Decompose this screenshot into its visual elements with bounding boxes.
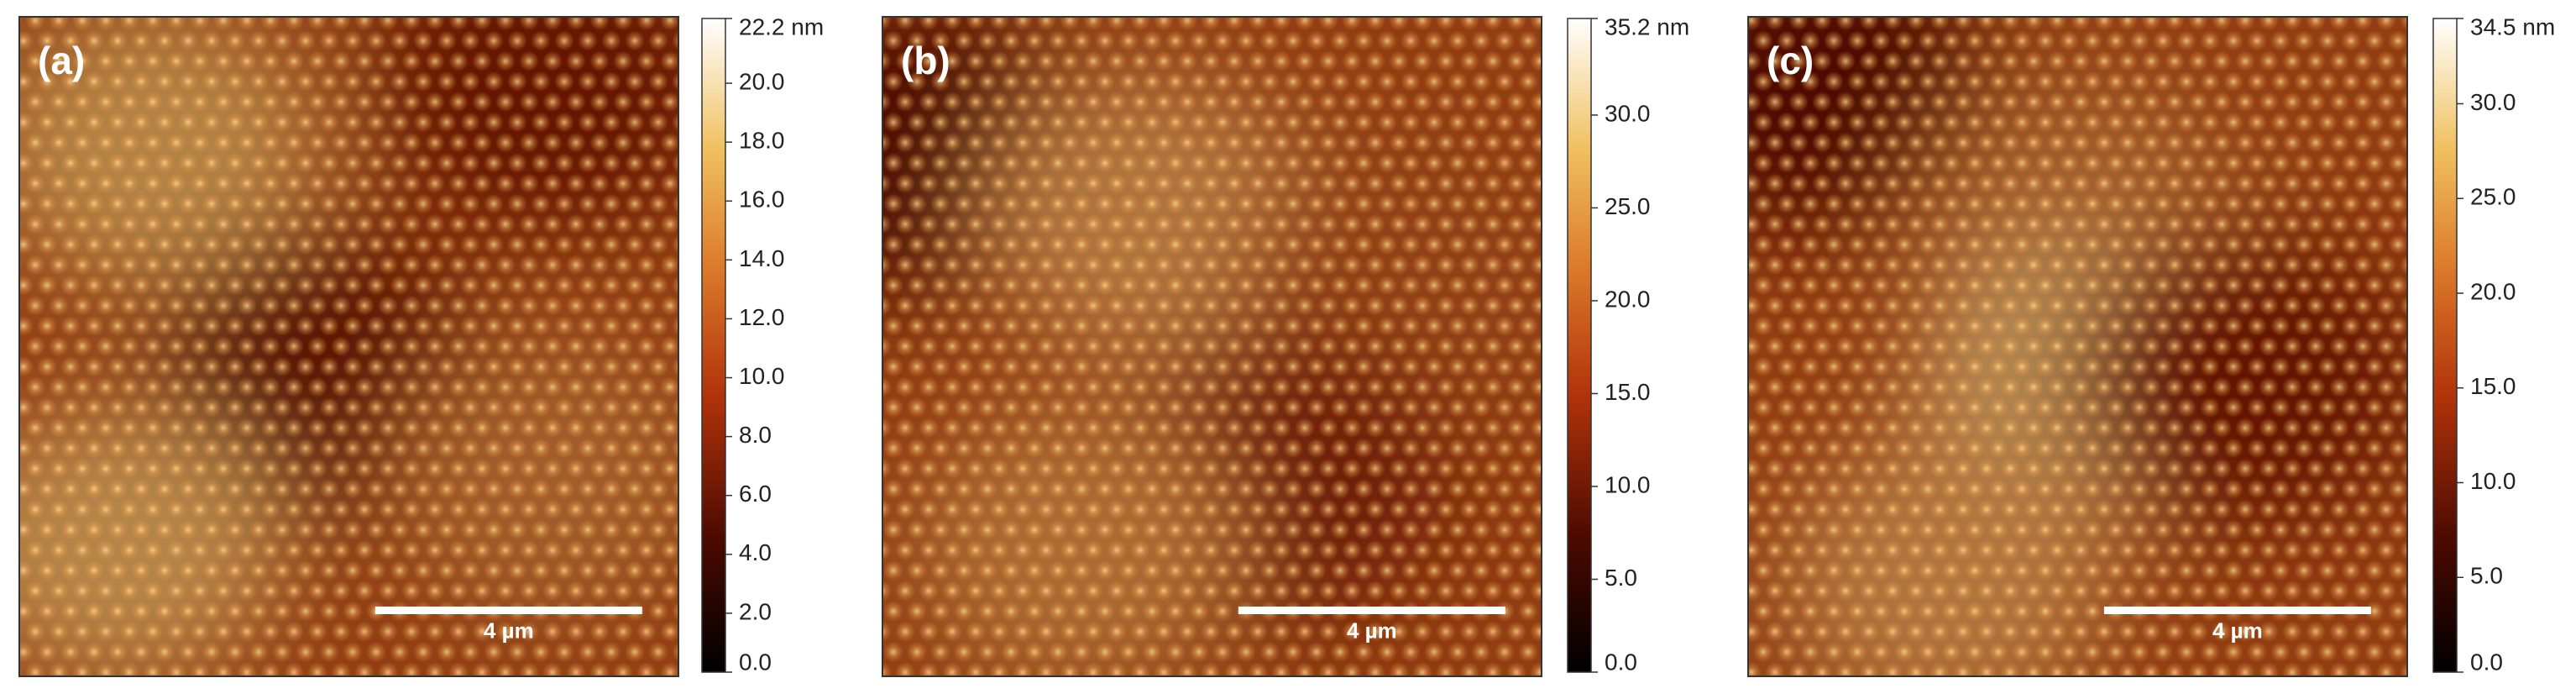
afm-panel: (c) 4 µm 0.0 5.0 10.0 15.0 20.0 25.0 30.0 34.5 nm bbox=[1747, 13, 2555, 677]
colorbar-tick-label: 15.0 bbox=[1605, 379, 1651, 405]
particle-texture bbox=[1748, 17, 2407, 676]
colorbar-tick-label: 10.0 bbox=[1605, 471, 1651, 497]
colorbar-tick-label: 22.2 nm bbox=[739, 13, 824, 39]
colorbar-tick-label: 0.0 bbox=[1605, 649, 1637, 675]
colorbar-tick-label: 30.0 bbox=[2470, 89, 2516, 115]
colorbar-tick-label: 20.0 bbox=[2470, 278, 2516, 304]
colorbar-tick-label: 6.0 bbox=[739, 481, 772, 507]
afm-panel: (a) 4 µm 0.0 2.0 4.0 6.0 8.0 10.0 12.0 14.0 16.0 18… bbox=[18, 13, 824, 677]
panel-label: (c) bbox=[1767, 39, 1814, 82]
colorbar-tick-label: 15.0 bbox=[2470, 373, 2516, 399]
panel-label: (b) bbox=[901, 39, 950, 82]
scale-bar-label: 4 µm bbox=[1347, 618, 1397, 643]
colorbar-tick-label: 18.0 bbox=[739, 128, 785, 154]
colorbar-tick-label: 5.0 bbox=[2470, 563, 2503, 589]
colorbar-tick-label: 8.0 bbox=[739, 422, 772, 448]
colorbar bbox=[2432, 18, 2458, 673]
colorbar-tick-label: 14.0 bbox=[739, 245, 785, 271]
colorbar-tick-label: 16.0 bbox=[739, 187, 785, 213]
colorbar-tick-label: 20.0 bbox=[1605, 286, 1651, 312]
colorbar bbox=[701, 18, 726, 673]
colorbar-tick-label: 25.0 bbox=[2470, 184, 2516, 210]
afm-panel: (b) 4 µm 0.0 5.0 10.0 15.0 20.0 25.0 30.0 35.2 nm bbox=[882, 13, 1689, 677]
colorbar-tick-label: 0.0 bbox=[2470, 649, 2503, 675]
colorbar-tick-label: 34.5 nm bbox=[2470, 13, 2555, 39]
image-frame bbox=[1747, 16, 2408, 677]
colorbar bbox=[1567, 18, 1592, 673]
colorbar-tick-label: 35.2 nm bbox=[1605, 13, 1689, 39]
afm-image bbox=[19, 17, 678, 676]
colorbar-tick-label: 20.0 bbox=[739, 68, 785, 94]
colorbar-tick-label: 12.0 bbox=[739, 304, 785, 330]
panel-label: (a) bbox=[38, 39, 85, 82]
particle-texture bbox=[882, 17, 1542, 676]
afm-image bbox=[1748, 17, 2407, 676]
colorbar-tick-label: 4.0 bbox=[739, 539, 772, 565]
colorbar-tick-label: 10.0 bbox=[2470, 468, 2516, 494]
colorbar-tick-label: 25.0 bbox=[1605, 193, 1651, 219]
image-frame bbox=[882, 16, 1542, 677]
scale-bar-label: 4 µm bbox=[2212, 618, 2263, 643]
afm-image bbox=[882, 17, 1542, 676]
particle-texture bbox=[19, 17, 678, 676]
colorbar-tick-label: 0.0 bbox=[739, 649, 772, 675]
colorbar-tick-label: 30.0 bbox=[1605, 100, 1651, 126]
colorbar-tick-label: 5.0 bbox=[1605, 565, 1637, 591]
colorbar-tick-label: 10.0 bbox=[739, 363, 785, 389]
image-frame bbox=[18, 16, 679, 677]
scale-bar-label: 4 µm bbox=[484, 618, 534, 643]
colorbar-tick-label: 2.0 bbox=[739, 598, 772, 624]
